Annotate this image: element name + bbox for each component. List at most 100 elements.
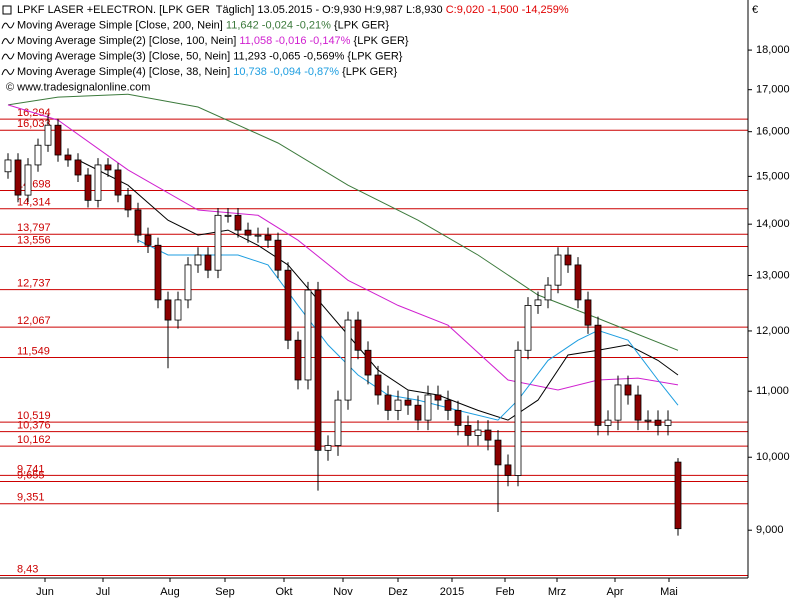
moving-average-line (7, 93, 679, 351)
level-label: 16,033 (17, 118, 51, 130)
legend-icon (2, 5, 12, 15)
legend-text: 11,642 -0,024 -0,21% (226, 19, 334, 31)
level-label: 13,556 (17, 234, 51, 246)
legend-line: Moving Average Simple(4) [Close, 38, Nei… (17, 66, 397, 78)
y-tick-label: 18,000 (756, 44, 790, 56)
candle-body (144, 234, 152, 246)
legend-icon (1, 37, 15, 45)
candle-body (504, 464, 512, 476)
y-tick-label: 10,000 (756, 451, 790, 463)
candle-body (484, 429, 492, 441)
candle-body (44, 124, 52, 146)
level-label: 9,741 (17, 463, 45, 475)
level-label: 11,549 (17, 345, 50, 357)
candle-body (404, 399, 412, 406)
legend-icon (1, 53, 15, 60)
candle-body (94, 164, 102, 201)
level-label: 10,162 (17, 434, 51, 446)
x-tick-label: Feb (496, 586, 515, 598)
x-tick-label: Jun (36, 586, 54, 598)
candle-body (164, 299, 172, 321)
legend-text: {LPK GER} (334, 19, 389, 31)
currency: € (752, 4, 758, 16)
level-label: 9,655 (17, 469, 45, 481)
legend-line: Moving Average Simple(3) [Close, 50, Nei… (17, 50, 403, 62)
candle-body (644, 419, 652, 422)
candle-body (4, 159, 12, 173)
level-label: 9,351 (17, 492, 45, 504)
moving-average-line (77, 159, 679, 421)
candle-body (364, 349, 372, 376)
y-tick-label: 14,000 (756, 218, 790, 230)
legend-text: Moving Average Simple(2) [Close, 100, Ne… (17, 35, 239, 47)
candle-body (224, 214, 232, 217)
level-label: 13,797 (17, 222, 51, 234)
candle-body (604, 419, 612, 426)
legend-text: 10,738 -0,094 -0,87% (233, 66, 342, 78)
candle-body (114, 169, 122, 196)
candle-body (204, 254, 212, 271)
candle-body (674, 461, 682, 530)
candle-body (514, 349, 522, 476)
candle-body (494, 439, 502, 466)
legend-text: LPKF LASER +ELECTRON. [LPK GER Täglich] … (17, 4, 446, 16)
candle-body (434, 394, 442, 401)
candle-body (274, 239, 282, 271)
candle-body (104, 164, 112, 171)
candle-body (54, 124, 62, 156)
candle-body (324, 445, 332, 451)
candle-body (594, 324, 602, 426)
candle-body (414, 404, 422, 421)
legend-text: {LPK GER} (342, 66, 397, 78)
candle-body (154, 244, 162, 301)
candles (4, 114, 682, 536)
y-tick-label: 15,000 (756, 170, 790, 182)
candle-body (134, 209, 142, 236)
candle-body (304, 289, 312, 381)
level-label: 14,698 (17, 178, 51, 190)
legend: LPKF LASER +ELECTRON. [LPK GER Täglich] … (1, 4, 569, 93)
candle-body (394, 399, 402, 411)
candle-body (654, 419, 662, 426)
candle-body (534, 299, 542, 306)
candle-body (354, 319, 362, 351)
legend-line: Moving Average Simple [Close, 200, Nein]… (17, 19, 389, 31)
x-tick-label: Apr (606, 586, 623, 598)
x-tick-label: Mai (660, 586, 678, 598)
level-label: 12,737 (17, 278, 51, 290)
level-label: 10,376 (17, 420, 51, 432)
legend-text: Moving Average Simple(3) [Close, 50, Nei… (17, 50, 233, 62)
candle-body (34, 144, 42, 166)
candle-body (174, 299, 182, 321)
y-tick-label: 13,000 (756, 269, 790, 281)
candle-body (454, 409, 462, 426)
level-label: 8,43 (17, 563, 38, 575)
candle-body (194, 254, 202, 266)
y-tick-label: 16,000 (756, 126, 790, 138)
legend-text: {LPK GER} (347, 50, 402, 62)
candle-body (544, 284, 552, 301)
candle-body (444, 399, 452, 411)
candle-body (214, 214, 222, 271)
x-tick-label: Sep (215, 586, 235, 598)
candle-body (634, 394, 642, 421)
candle-body (524, 305, 532, 351)
candle-body (664, 419, 672, 426)
legend-text: C:9,020 -1,500 -14,259% (446, 4, 569, 16)
level-label: 10,519 (17, 410, 51, 422)
legend-text: Moving Average Simple(4) [Close, 38, Nei… (17, 66, 233, 78)
legend-icon (1, 22, 15, 29)
legend-text: 11,293 -0,065 -0,569% (233, 50, 347, 62)
y-tick-label: 9,000 (756, 524, 784, 536)
candle-body (264, 234, 272, 241)
candle-body (564, 254, 572, 266)
legend-text: 11,058 -0,016 -0,147% (239, 35, 353, 47)
candle-body (474, 429, 482, 436)
y-tick-label: 11,000 (756, 385, 789, 397)
candle-body (14, 159, 22, 196)
candle-body (184, 264, 192, 301)
candle-body (314, 289, 322, 451)
legend-icon (1, 68, 15, 76)
